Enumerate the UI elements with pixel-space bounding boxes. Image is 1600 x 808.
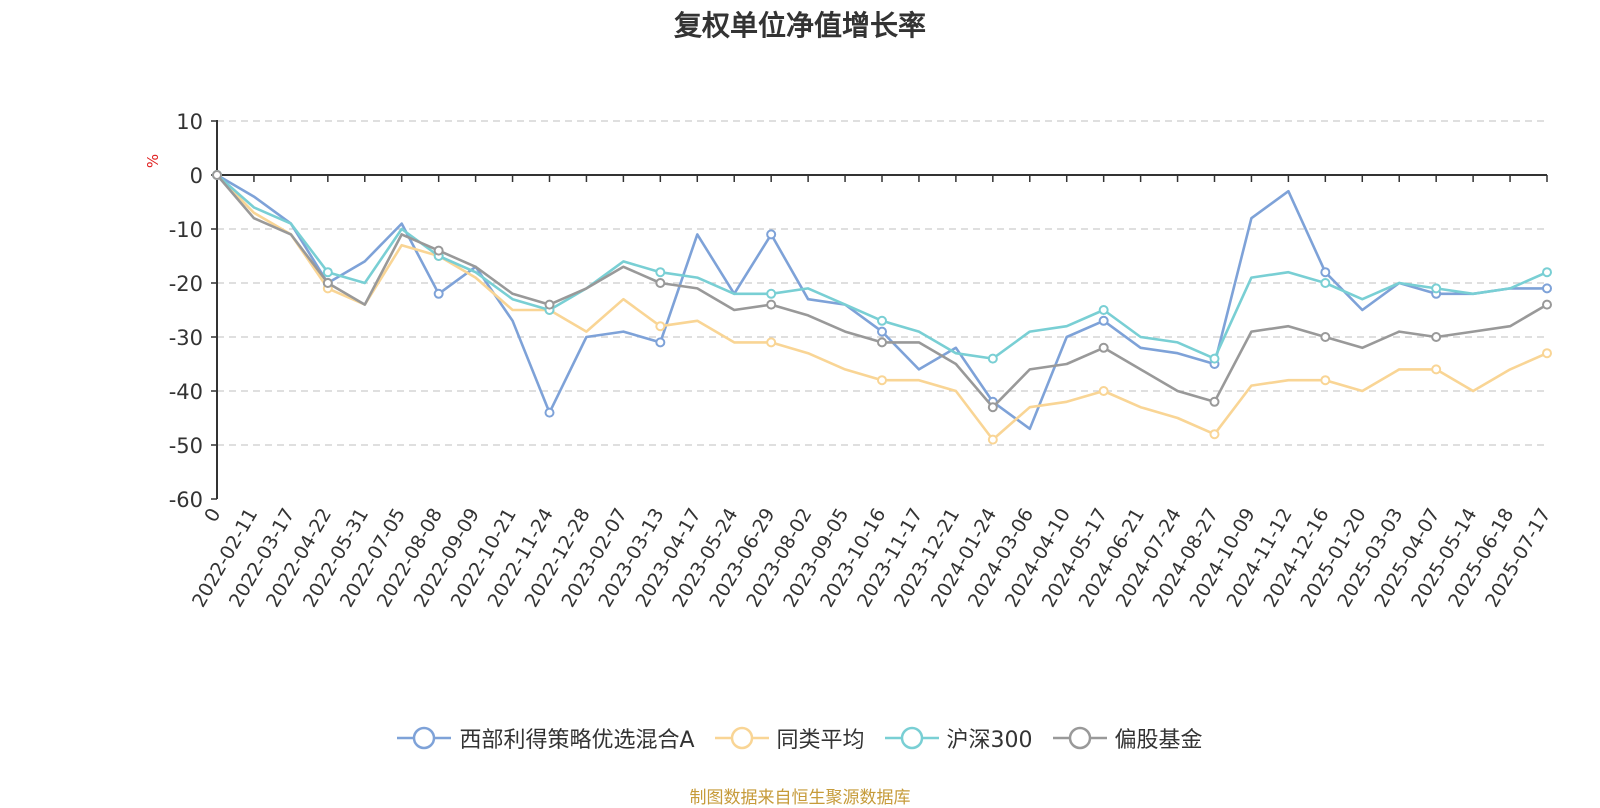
series-point (433, 245, 444, 256)
series-point (877, 337, 887, 348)
series-point (322, 278, 333, 288)
grid-lines (217, 120, 1547, 446)
series-point (655, 337, 666, 348)
series-point (1431, 364, 1442, 375)
series-line-1 (216, 174, 1548, 441)
legend: 西部利得策略优选混合A 同类平均 沪深300 偏股基金 (0, 722, 1600, 754)
series-point (877, 315, 887, 326)
y-tick-label: 0 (190, 164, 203, 188)
series-point (877, 375, 887, 386)
series-point (766, 229, 777, 240)
series-point (1209, 353, 1220, 364)
series-point (1542, 299, 1552, 310)
series-point (212, 170, 222, 180)
x-tick-label: 0 (200, 505, 225, 526)
legend-item[interactable]: 西部利得策略优选混合A (397, 722, 695, 754)
legend-item[interactable]: 同类平均 (714, 722, 865, 754)
series-point (1320, 375, 1331, 386)
series-point (655, 278, 666, 288)
source-note: 制图数据来自恒生聚源数据库 (689, 788, 911, 808)
series-point (1542, 267, 1552, 278)
axis-labels: 100-10-20-30-40-50-60%02022-02-112022-03… (144, 110, 1555, 611)
series-point (1431, 332, 1442, 342)
chart-title: 复权单位净值增长率 (673, 9, 926, 42)
series-point (766, 337, 777, 348)
legend-line-circle-icon (1052, 726, 1107, 750)
y-tick-label: 10 (176, 110, 203, 134)
y-tick-label: -50 (169, 434, 203, 458)
y-tick-label: -40 (169, 380, 203, 404)
series-point (433, 288, 444, 299)
series-point (987, 353, 998, 364)
legend-label: 沪深300 (946, 728, 1033, 753)
series-point (1098, 342, 1109, 353)
series-point (1542, 283, 1552, 294)
series-point (322, 267, 333, 278)
series-point (544, 407, 555, 418)
legend-item[interactable]: 沪深300 (884, 722, 1033, 754)
series-point (1209, 396, 1220, 407)
legend-item[interactable]: 偏股基金 (1052, 722, 1203, 754)
series-point (1320, 267, 1331, 278)
series-point (1320, 278, 1331, 288)
legend-line-circle-icon (714, 726, 769, 750)
legend-label: 西部利得策略优选混合A (459, 728, 695, 753)
series-point (1098, 315, 1109, 326)
y-axis-label: % (144, 154, 162, 168)
series-point (987, 402, 998, 413)
series-point (1542, 348, 1552, 359)
legend-line-circle-icon (397, 726, 452, 750)
y-tick-label: -10 (169, 218, 203, 242)
legend-line-circle-icon (884, 726, 939, 750)
series-point (766, 299, 777, 310)
series-point (655, 267, 666, 278)
series-point (544, 299, 555, 310)
y-tick-label: -60 (169, 488, 203, 512)
axes (211, 120, 1548, 500)
series-point (655, 321, 666, 332)
series-line-3 (216, 174, 1548, 409)
series-point (987, 434, 998, 445)
legend-label: 同类平均 (776, 728, 865, 753)
y-tick-label: -20 (169, 272, 203, 296)
y-tick-label: -30 (169, 326, 203, 350)
series-point (1098, 305, 1109, 315)
series-lines (212, 170, 1552, 445)
legend-label: 偏股基金 (1114, 728, 1203, 753)
series-point (1431, 283, 1442, 294)
series-point (1320, 332, 1331, 342)
series-point (1098, 386, 1109, 396)
series-point (877, 326, 887, 337)
series-point (1209, 429, 1220, 440)
series-point (766, 288, 777, 299)
